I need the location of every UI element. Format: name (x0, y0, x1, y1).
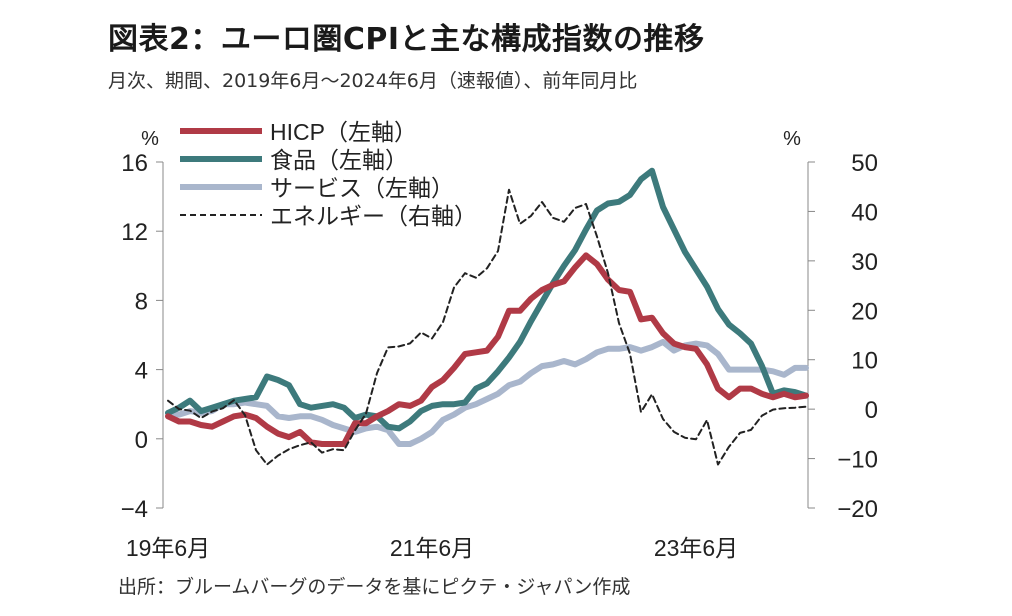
left-tick-label: 8 (135, 288, 148, 315)
left-tick-label: 16 (121, 150, 148, 177)
left-tick-label: −4 (121, 496, 148, 523)
legend: HICP（左軸）食品（左軸）サービス（左軸）エネルギー（右軸） (180, 119, 477, 229)
x-tick-label: 19年6月 (126, 535, 210, 561)
chart-subtitle: 月次、期間、2019年6月～2024年6月（速報値）、前年同月比 (108, 70, 638, 92)
right-tick-label: 40 (851, 199, 878, 226)
hicp-series-line (165, 252, 809, 447)
right-tick-label: 0 (865, 397, 878, 424)
right-tick-label: 30 (851, 249, 878, 276)
x-tick-label: 23年6月 (654, 535, 738, 561)
right-tick-label: −20 (837, 496, 878, 523)
legend-label-food: 食品（左軸） (270, 147, 408, 173)
right-axis-unit: % (783, 128, 801, 150)
series-lines (165, 167, 809, 466)
chart-title: 図表2：ユーロ圏CPIと主な構成指数の推移 (108, 22, 705, 57)
left-tick-label: 12 (121, 219, 148, 246)
right-tick-label: −10 (837, 447, 878, 474)
legend-label-energy: エネルギー（右軸） (270, 203, 477, 229)
x-tick-label: 21年6月 (390, 535, 474, 561)
right-tick-label: 10 (851, 348, 878, 375)
right-tick-label: 20 (851, 298, 878, 325)
services-series-line (165, 338, 809, 447)
legend-label-hicp: HICP（左軸） (270, 119, 417, 145)
left-axis-ticks: 16 12 8 4 0 −4 (121, 150, 163, 523)
x-axis-labels: 19年6月 21年6月 23年6月 (126, 535, 738, 561)
energy-series-line (167, 188, 807, 466)
source-note: 出所：ブルームバーグのデータを基にピクテ・ジャパン作成 (118, 576, 631, 598)
right-axis-ticks: 50 40 30 20 10 0 −10 −20 (808, 150, 878, 523)
legend-label-services: サービス（左軸） (270, 175, 454, 201)
left-tick-label: 0 (135, 427, 148, 454)
left-axis-unit: % (141, 128, 159, 150)
left-tick-label: 4 (135, 358, 148, 385)
food-series-line (165, 167, 809, 432)
right-tick-label: 50 (851, 150, 878, 177)
